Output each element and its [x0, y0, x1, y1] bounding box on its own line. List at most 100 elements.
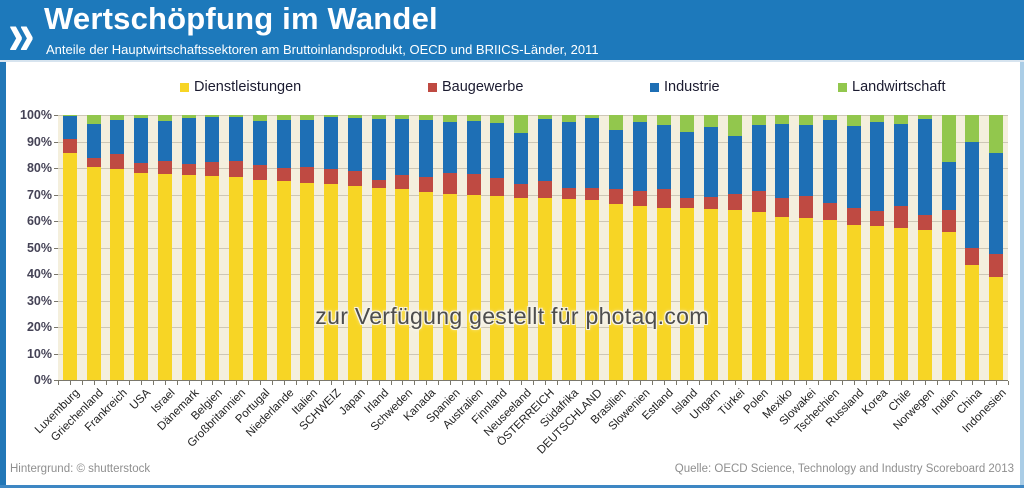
bar-slowakei	[799, 115, 814, 380]
x-label-estland: Estland	[640, 387, 677, 423]
bar-irland	[371, 115, 386, 380]
segment-landwirtschaft	[442, 115, 457, 122]
segment-dienstleistungen	[134, 172, 149, 380]
bar-portugal	[252, 115, 267, 380]
segment-baugewerbe	[894, 206, 909, 228]
segment-baugewerbe	[727, 193, 742, 210]
gridline-30%	[58, 300, 1008, 302]
x-tick-mark	[153, 381, 154, 385]
segment-dienstleistungen	[490, 195, 505, 380]
x-tick-mark	[271, 381, 273, 385]
x-tick-mark	[841, 381, 843, 385]
bar-slowenien	[632, 115, 647, 380]
x-tick-mark	[200, 381, 202, 385]
x-tick-mark	[948, 381, 950, 385]
x-label-schweiz: SCHWEIZ	[297, 387, 344, 433]
x-tick-mark	[723, 381, 724, 385]
segment-baugewerbe	[965, 247, 980, 265]
bar-ungarn	[704, 115, 719, 380]
x-tick-mark	[473, 381, 475, 385]
segment-landwirtschaft	[347, 115, 362, 119]
right-frame-edge	[1020, 0, 1024, 488]
segment-dienstleistungen	[965, 264, 980, 380]
x-tick-mark	[901, 381, 903, 385]
x-label-tschechien: Tschechien	[793, 387, 843, 437]
segment-baugewerbe	[846, 207, 861, 225]
bar-griechenland	[86, 115, 101, 380]
segment-industrie	[514, 132, 529, 184]
x-tick-mark	[236, 381, 238, 385]
segment-baugewerbe	[62, 138, 77, 153]
bar-niederlande	[276, 115, 291, 380]
y-tick-label-20%: 20%	[26, 320, 52, 334]
x-tick-mark	[533, 381, 534, 385]
segment-baugewerbe	[205, 162, 220, 177]
x-tick-mark	[675, 381, 677, 385]
y-tick-label-40%: 40%	[26, 267, 52, 281]
bar-tschechien	[822, 115, 837, 380]
x-tick-mark	[69, 381, 71, 385]
legend-swatch-baugewerbe	[428, 82, 437, 92]
x-label-korea: Korea	[859, 387, 890, 418]
x-tick-mark	[960, 381, 962, 385]
x-label-deutschland: DEUTSCHLAND	[535, 387, 605, 457]
gridline-80%	[58, 168, 1008, 169]
x-tick-mark	[746, 381, 748, 385]
segment-landwirtschaft	[727, 115, 742, 137]
bar-finnland	[490, 115, 505, 380]
x-label-s-dafrika: Südafrika	[538, 387, 582, 430]
bar-norwegen	[917, 115, 932, 380]
x-label-gro-britannien: Großbritannien	[185, 387, 249, 450]
x-tick-mark	[343, 381, 344, 385]
legend-label: Landwirtschaft	[852, 79, 946, 95]
segment-dienstleistungen	[324, 183, 339, 380]
segment-industrie	[300, 120, 315, 167]
segment-industrie	[490, 122, 505, 179]
bar-deutschland	[585, 115, 600, 380]
legend-item-dienstleistungen: Dienstleistungen	[180, 79, 301, 95]
legend-swatch-industrie	[650, 82, 659, 92]
x-tick-mark	[996, 381, 998, 385]
legend-label: Dienstleistungen	[194, 79, 302, 95]
segment-landwirtschaft	[490, 115, 505, 123]
bar-chile	[894, 115, 909, 380]
y-tick-label-100%: 100%	[20, 108, 52, 122]
x-label-t-rkei: Türkei	[716, 387, 748, 419]
bar-spanien	[442, 115, 457, 380]
segment-baugewerbe	[442, 173, 457, 194]
segment-industrie	[86, 123, 101, 159]
bar-korea	[870, 115, 885, 380]
x-tick-mark	[782, 381, 784, 385]
y-tick-label-50%: 50%	[26, 240, 52, 255]
x-tick-mark	[224, 381, 226, 385]
x-label-d-nemark: Dänemark	[155, 387, 202, 434]
segment-dienstleistungen	[442, 193, 457, 380]
bar-italien	[300, 115, 315, 380]
segment-baugewerbe	[656, 189, 671, 208]
segment-baugewerbe	[585, 187, 600, 200]
x-label-spanien: Spanien	[424, 387, 463, 426]
segment-industrie	[395, 119, 410, 176]
x-tick-mark	[616, 381, 618, 385]
segment-industrie	[632, 121, 647, 191]
x-tick-mark	[81, 381, 83, 385]
y-tick-mark	[54, 353, 58, 355]
oecd-chevrons-icon: »	[8, 1, 35, 68]
segment-baugewerbe	[751, 190, 766, 212]
segment-dienstleistungen	[704, 209, 719, 380]
x-tick-mark	[806, 381, 808, 385]
x-label-polen: Polen	[741, 387, 772, 417]
x-tick-mark	[639, 381, 641, 385]
segment-landwirtschaft	[419, 115, 434, 120]
x-tick-mark	[699, 381, 701, 385]
x-label-russland: Russland	[823, 387, 867, 430]
y-tick-mark	[54, 168, 58, 169]
x-tick-mark	[770, 381, 772, 385]
x-tick-mark	[259, 381, 261, 385]
x-tick-mark	[711, 381, 713, 385]
x-label-china: China	[955, 387, 985, 417]
segment-baugewerbe	[775, 198, 790, 218]
segment-dienstleistungen	[632, 206, 647, 380]
x-tick-mark	[877, 381, 879, 385]
